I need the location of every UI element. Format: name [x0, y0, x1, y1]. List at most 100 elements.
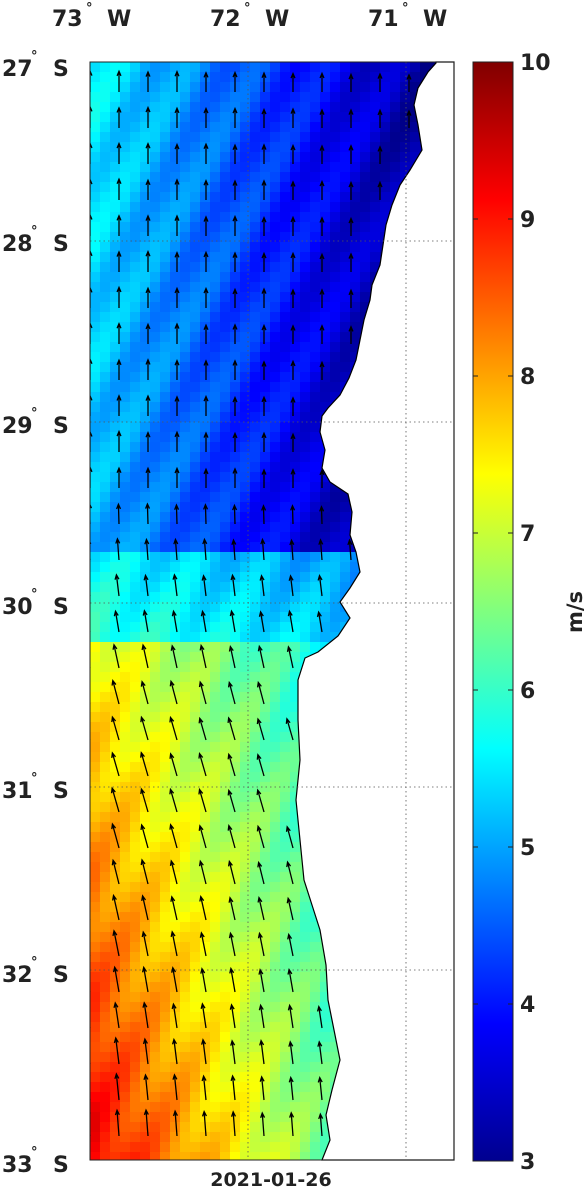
field-cell	[220, 402, 231, 413]
field-cell	[230, 762, 241, 773]
field-cell	[330, 592, 341, 603]
field-cell	[110, 112, 121, 123]
field-cell	[110, 552, 121, 563]
field-cell	[120, 272, 131, 283]
field-cell	[410, 112, 421, 123]
field-cell	[220, 772, 231, 783]
field-cell	[360, 222, 371, 233]
degree-symbol: °	[86, 1, 93, 16]
field-cell	[210, 822, 221, 833]
field-cell	[320, 242, 331, 253]
field-cell	[300, 82, 311, 93]
field-cell	[200, 642, 211, 653]
field-cell	[260, 92, 271, 103]
field-cell	[280, 782, 291, 793]
field-cell	[300, 132, 311, 143]
field-cell	[300, 122, 311, 133]
wind-arrow	[232, 395, 238, 416]
field-cell	[320, 262, 331, 273]
field-cell	[210, 382, 221, 393]
field-cell	[190, 652, 201, 663]
wind-arrow	[116, 285, 122, 308]
field-cell	[230, 712, 241, 723]
field-cell	[90, 612, 101, 623]
field-cell	[290, 1132, 301, 1143]
field-cell	[300, 182, 311, 193]
field-cell	[170, 732, 181, 743]
field-cell	[160, 482, 171, 493]
wind-arrow	[116, 321, 122, 344]
field-cell	[340, 92, 351, 103]
field-cell	[90, 922, 101, 933]
field-cell	[190, 892, 201, 903]
field-cell	[310, 1142, 321, 1153]
field-cell	[100, 1022, 111, 1033]
field-cell	[160, 502, 171, 513]
field-cell	[190, 1142, 201, 1153]
field-cell	[110, 532, 121, 543]
field-cell	[360, 112, 371, 123]
wind-arrow	[261, 360, 267, 380]
field-cell	[130, 902, 141, 913]
wind-arrow	[261, 107, 267, 128]
field-cell	[220, 522, 231, 533]
field-cell	[240, 542, 251, 553]
field-cell	[190, 812, 201, 823]
field-cell	[170, 1152, 181, 1160]
wind-arrow	[145, 214, 151, 236]
wind-arrow	[140, 787, 149, 813]
field-cell	[140, 1052, 151, 1063]
field-cell	[260, 282, 271, 293]
field-cell	[250, 572, 261, 583]
field-cell	[100, 822, 111, 833]
field-cell	[210, 692, 221, 703]
field-cell	[170, 862, 181, 873]
field-cell	[240, 272, 251, 283]
field-cell	[130, 202, 141, 213]
field-cell	[150, 612, 161, 623]
field-cell	[150, 942, 161, 953]
field-cell	[290, 312, 301, 323]
wind-arrow	[232, 431, 238, 452]
field-cell	[250, 782, 261, 793]
field-cell	[210, 1012, 221, 1023]
field-cell	[110, 702, 121, 713]
wind-arrow	[171, 966, 178, 993]
field-cell	[90, 562, 101, 573]
field-cell	[330, 482, 341, 493]
field-cell	[390, 122, 401, 133]
field-cell	[260, 712, 271, 723]
field-cell	[120, 502, 131, 513]
field-cell	[100, 752, 111, 763]
field-cell	[160, 1112, 171, 1123]
wind-arrow	[287, 968, 294, 993]
field-cell	[110, 732, 121, 743]
field-cell	[120, 352, 131, 363]
field-cell	[330, 302, 341, 313]
field-cell	[170, 992, 181, 1003]
field-cell	[160, 992, 171, 1003]
field-cell	[150, 202, 161, 213]
field-cell	[130, 272, 141, 283]
field-cell	[200, 382, 211, 393]
field-cell	[130, 62, 141, 73]
field-cell	[100, 472, 111, 483]
field-cell	[160, 1032, 171, 1043]
field-cell	[310, 432, 321, 443]
field-cell	[280, 1032, 291, 1043]
field-cell	[190, 1152, 201, 1160]
field-cell	[200, 202, 211, 213]
field-cell	[410, 122, 421, 133]
field-cell	[180, 332, 191, 343]
field-cell	[300, 1102, 311, 1113]
field-cell	[300, 372, 311, 383]
field-cell	[110, 92, 121, 103]
field-cell	[200, 172, 211, 183]
field-cell	[330, 532, 341, 543]
field-cell	[170, 512, 181, 523]
field-cell	[180, 1102, 191, 1113]
field-cell	[280, 712, 291, 723]
field-cell	[260, 1002, 271, 1013]
field-cell	[240, 962, 251, 973]
field-cell	[290, 892, 301, 903]
